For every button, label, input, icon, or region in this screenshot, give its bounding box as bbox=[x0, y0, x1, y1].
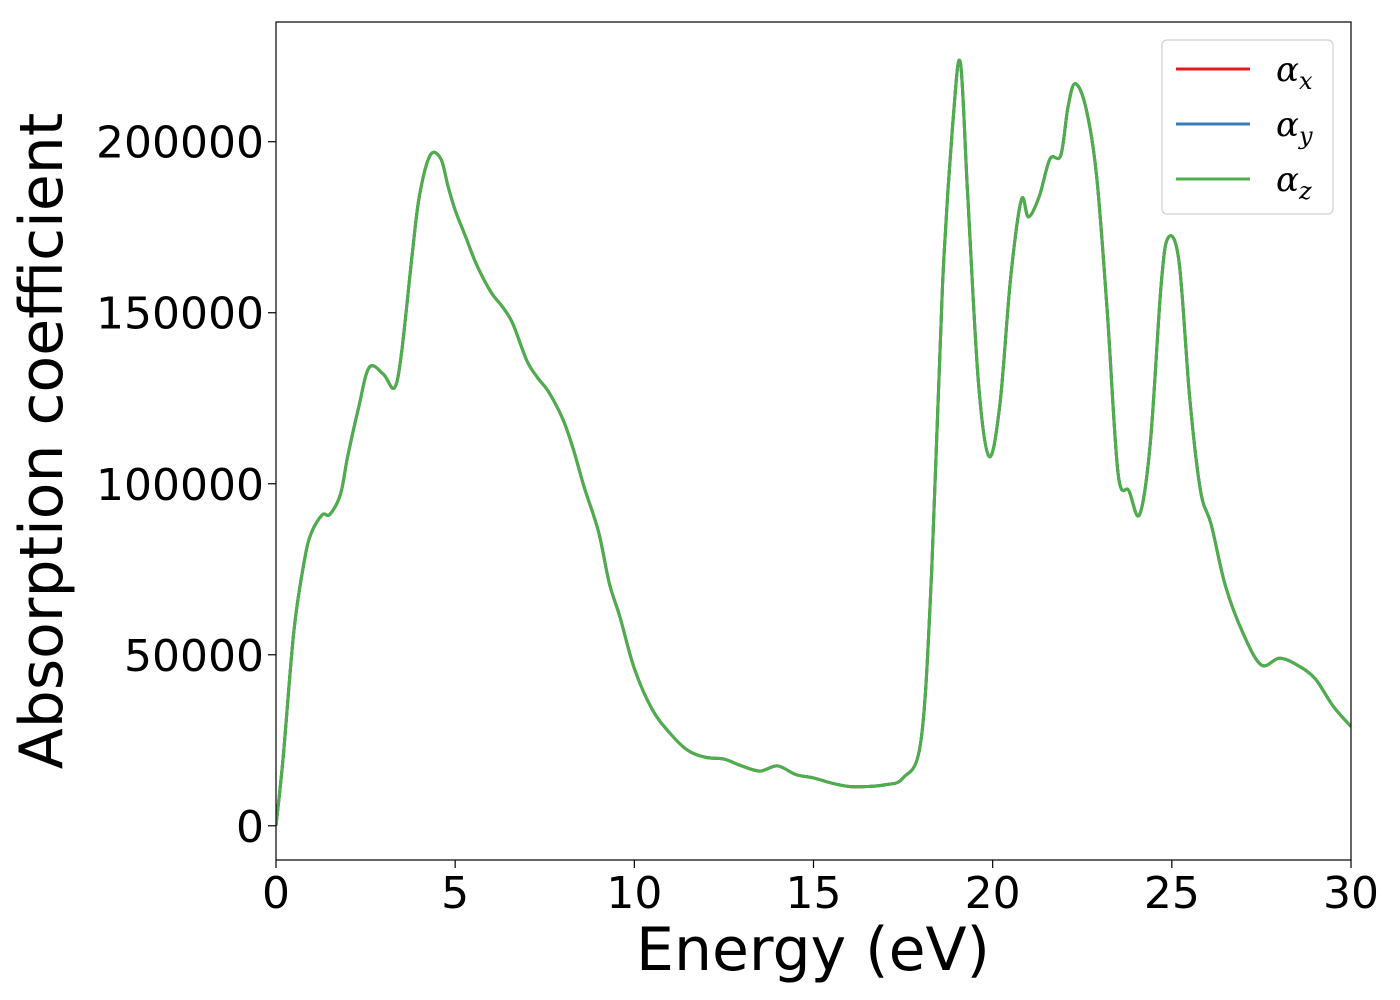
axes: 0 5 10 15 20 25 30 0 50000 100000 150000 200000 bbox=[96, 21, 1379, 919]
x-tick-label: 5 bbox=[441, 868, 469, 919]
plot-area bbox=[276, 58, 1351, 826]
x-axis-label: Energy (eV) bbox=[636, 915, 990, 985]
x-tick-label: 10 bbox=[606, 868, 662, 919]
y-tick-label: 100000 bbox=[96, 460, 264, 511]
y-tick-label: 200000 bbox=[96, 118, 264, 169]
legend-label-z: αz bbox=[1276, 160, 1312, 205]
legend: αx αy αz bbox=[1161, 39, 1334, 215]
series-line-3 bbox=[276, 58, 1351, 826]
x-tick-label: 20 bbox=[965, 868, 1021, 919]
legend-box bbox=[1161, 39, 1334, 215]
legend-label-x: αx bbox=[1276, 50, 1313, 95]
y-axis-label: Absorption coefficient bbox=[7, 113, 77, 770]
y-tick-label: 0 bbox=[236, 802, 264, 853]
x-tick-label: 25 bbox=[1144, 868, 1200, 919]
y-tick-label: 150000 bbox=[96, 289, 264, 340]
x-tick-label: 15 bbox=[786, 868, 842, 919]
x-tick-label: 0 bbox=[262, 868, 290, 919]
y-tick-label: 50000 bbox=[124, 631, 264, 682]
x-tick-label: 30 bbox=[1323, 868, 1379, 919]
legend-label-y: αy bbox=[1276, 105, 1313, 150]
